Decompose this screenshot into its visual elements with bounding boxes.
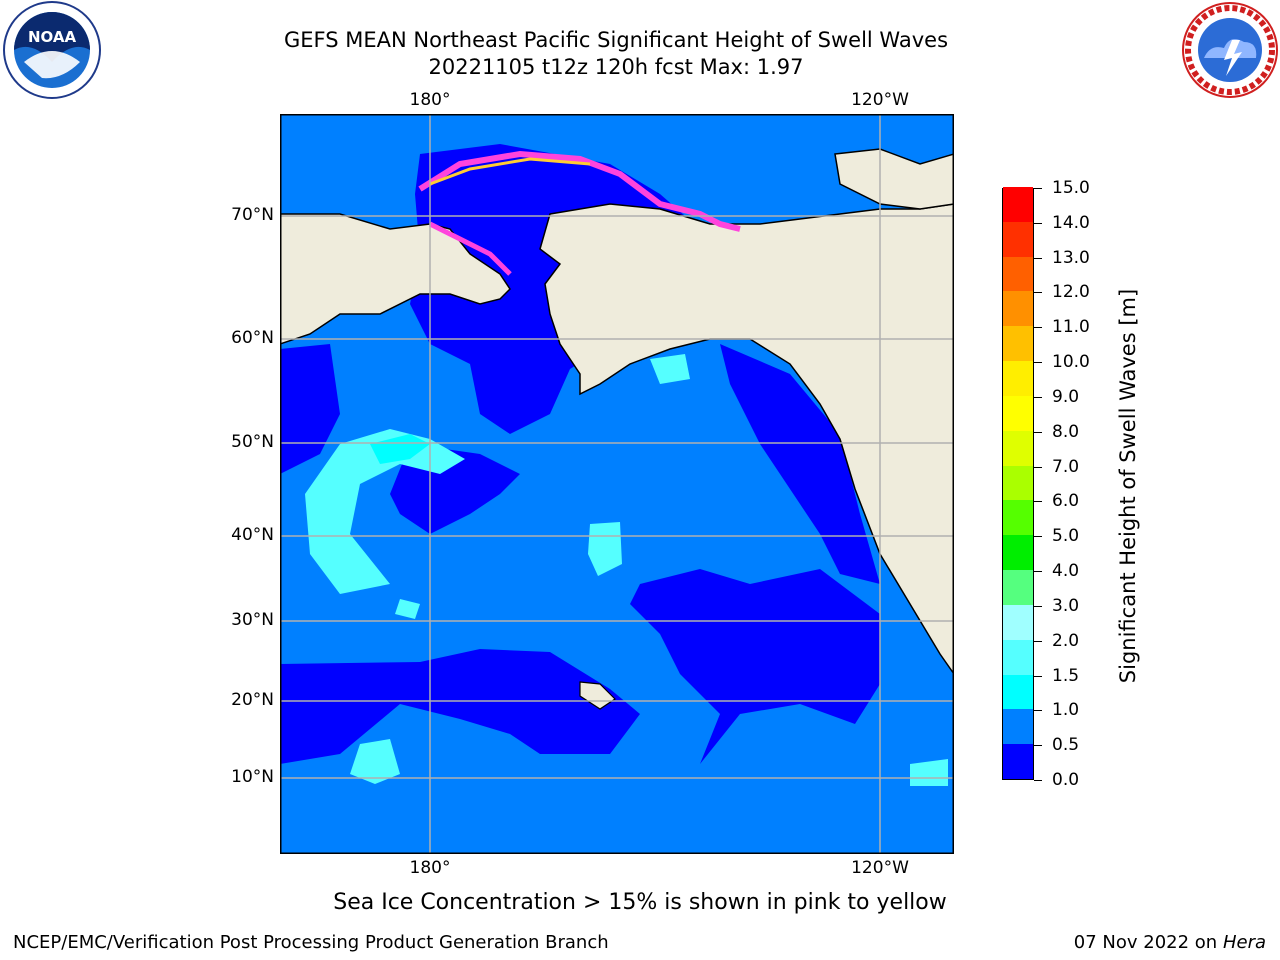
colorbar-tick — [1034, 745, 1042, 747]
colorbar-tick — [1034, 536, 1042, 538]
colorbar-segment — [1003, 186, 1033, 222]
colorbar-tick-label: 0.5 — [1052, 735, 1080, 756]
chart-title: GEFS MEAN Northeast Pacific Significant … — [283, 28, 949, 52]
lat-label-30n: 30°N — [231, 610, 274, 630]
lon-label-bottom-120w: 120°W — [851, 858, 909, 878]
lon-label-top-120w: 120°W — [851, 90, 909, 110]
colorbar-tick-label: 9.0 — [1052, 386, 1080, 407]
colorbar-tick — [1034, 780, 1042, 781]
high-swell-patch-7 — [910, 759, 948, 786]
colorbar-title: Significant Height of Swell Waves [m] — [1116, 288, 1140, 684]
lat-label-40n: 40°N — [231, 525, 274, 545]
swell-height-map — [280, 114, 954, 854]
map-panel — [280, 114, 954, 854]
high-swell-patch-6 — [650, 354, 690, 384]
colorbar-tick-label: 1.0 — [1052, 700, 1080, 721]
colorbar-segment — [1003, 290, 1033, 327]
colorbar-tick — [1034, 222, 1042, 224]
colorbar-segment — [1003, 465, 1033, 501]
colorbar-tick-label: 5.0 — [1052, 526, 1080, 547]
lon-label-top-180: 180° — [409, 90, 451, 110]
credit-text: NCEP/EMC/Verification Post Processing Pr… — [13, 932, 609, 953]
lon-label-bottom-180: 180° — [409, 858, 451, 878]
colorbar-tick-label: 3.0 — [1052, 595, 1080, 616]
nws-logo-icon — [1182, 2, 1278, 98]
land-siberia — [280, 213, 511, 345]
sea-ice-edge — [418, 150, 741, 232]
colorbar-tick — [1034, 605, 1042, 607]
low-swell-region-tropics — [280, 649, 640, 764]
colorbar-tick-label: 14.0 — [1052, 212, 1090, 233]
colorbar-tick — [1034, 362, 1042, 364]
land-north-america — [539, 203, 954, 676]
machine-name: Hera — [1222, 932, 1266, 953]
colorbar-tick-label: 11.0 — [1052, 317, 1090, 338]
land-arctic-islands — [834, 148, 954, 210]
low-swell-region-west — [280, 344, 340, 474]
colorbar-tick-label: 7.0 — [1052, 456, 1080, 477]
colorbar-tick-label: 8.0 — [1052, 421, 1080, 442]
colorbar-segment — [1003, 395, 1033, 431]
colorbar-tick — [1034, 257, 1042, 259]
colorbar — [1002, 186, 1034, 780]
colorbar-tick — [1034, 188, 1042, 189]
colorbar-tick — [1034, 675, 1042, 677]
chart-subtitle: 20221105 t12z 120h fcst Max: 1.97 — [428, 55, 804, 79]
colorbar-tick-label: 6.0 — [1052, 491, 1080, 512]
colorbar-tick-label: 2.0 — [1052, 630, 1080, 651]
map-grid — [280, 114, 954, 854]
high-swell-patch-1 — [305, 429, 465, 594]
colorbar-segment — [1003, 674, 1033, 710]
date-label: 07 Nov 2022 on — [1073, 932, 1218, 953]
lat-label-50n: 50°N — [231, 432, 274, 452]
colorbar-tick — [1034, 710, 1042, 712]
colorbar-tick — [1034, 327, 1042, 329]
colorbar-segment — [1003, 256, 1033, 292]
colorbar-segment — [1003, 569, 1033, 605]
colorbar-tick — [1034, 292, 1042, 294]
colorbar-tick-label: 15.0 — [1052, 178, 1090, 198]
colorbar-segment — [1003, 221, 1033, 257]
colorbar-tick-label: 13.0 — [1052, 247, 1090, 268]
sea-ice-note: Sea Ice Concentration > 15% is shown in … — [333, 890, 947, 915]
colorbar-tick — [1034, 571, 1042, 573]
noaa-logo-icon: NOAA — [3, 1, 101, 99]
colorbar-segment — [1003, 360, 1033, 396]
colorbar-tick — [1034, 396, 1042, 398]
colorbar-tick-label: 1.5 — [1052, 665, 1080, 686]
colorbar-tick — [1034, 640, 1042, 642]
colorbar-tick — [1034, 466, 1042, 468]
colorbar-segment — [1003, 325, 1033, 362]
lat-label-10n: 10°N — [231, 767, 274, 787]
sea-ice-edge-2 — [428, 221, 512, 276]
noaa-logo-text: NOAA — [28, 28, 77, 46]
colorbar-segment — [1003, 708, 1033, 745]
colorbar-segment — [1003, 534, 1033, 571]
colorbar-tick — [1034, 501, 1042, 503]
land-hawaii — [579, 681, 616, 710]
low-swell-region-coast — [720, 344, 880, 584]
lat-label-20n: 20°N — [231, 690, 274, 710]
date-text: 07 Nov 2022 on Hera — [1074, 932, 1266, 953]
low-swell-region-east — [630, 569, 880, 764]
colorbar-segment — [1003, 430, 1033, 466]
colorbar-tick-label: 4.0 — [1052, 561, 1080, 582]
colorbar-tick-label: 10.0 — [1052, 352, 1090, 373]
colorbar-segment — [1003, 604, 1033, 640]
colorbar-tick — [1034, 431, 1042, 433]
high-swell-patch-2 — [370, 434, 430, 464]
high-swell-patch-5 — [395, 599, 420, 619]
colorbar-tick-label: 12.0 — [1052, 282, 1090, 303]
lat-label-70n: 70°N — [231, 205, 274, 225]
colorbar-segment — [1003, 639, 1033, 675]
high-swell-patch-4 — [350, 739, 400, 784]
colorbar-tick-label: 0.0 — [1052, 770, 1080, 790]
colorbar-segment — [1003, 743, 1033, 779]
lat-label-60n: 60°N — [231, 328, 274, 348]
map-frame — [280, 114, 954, 854]
colorbar-segment — [1003, 499, 1033, 536]
sea-ice-core — [429, 157, 591, 186]
